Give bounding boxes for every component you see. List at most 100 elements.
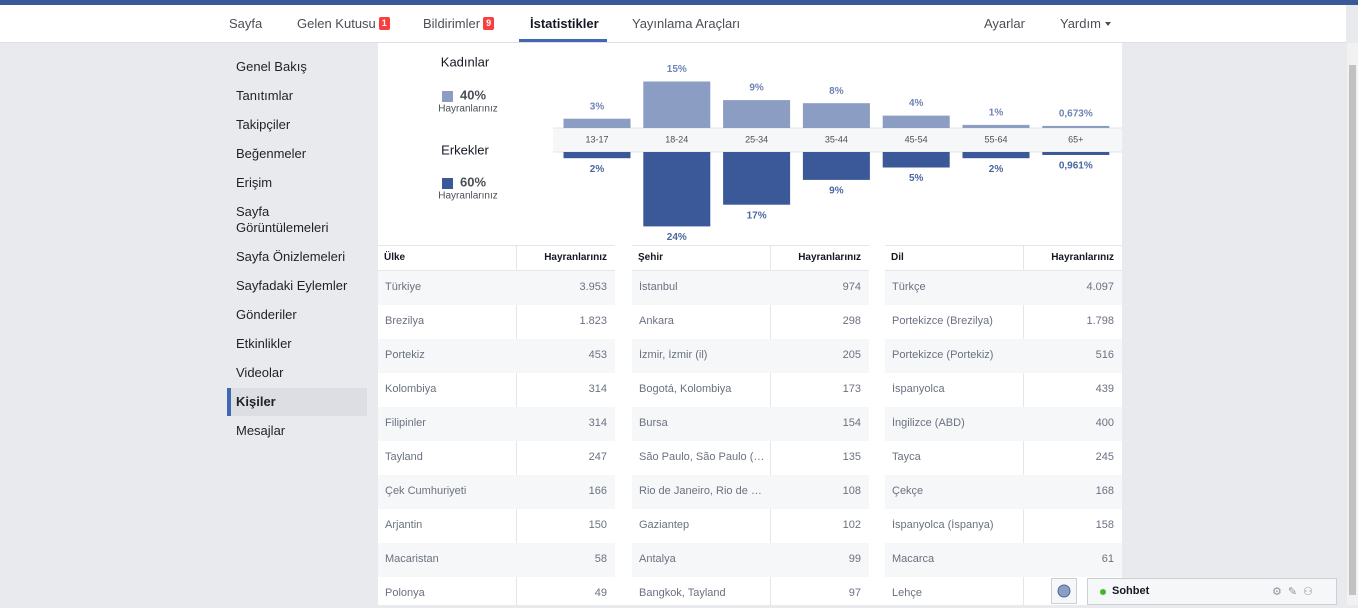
category-label: 18-24: [665, 134, 688, 144]
chat-bar[interactable]: Sohbet ⚙✎⚇: [1087, 578, 1337, 605]
bar: [962, 124, 1030, 128]
sidebar-item[interactable]: Mesajlar: [227, 417, 367, 445]
cell: 150: [588, 519, 607, 531]
cell: Ankara: [639, 315, 674, 327]
sidebar-label: Videolar: [236, 365, 284, 380]
sidebar-item[interactable]: Sayfa Görüntülemeleri: [227, 198, 367, 242]
cell: Filipinler: [385, 417, 426, 429]
sidebar-item[interactable]: Gönderiler: [227, 301, 367, 329]
nav-label: Bildirimler: [423, 16, 481, 31]
row-shade: [378, 407, 615, 441]
row-shade: [378, 339, 615, 373]
sidebar-item[interactable]: Kişiler: [227, 388, 367, 416]
header-cell: Hayranlarınız: [1051, 252, 1114, 263]
value-label: 0,961%: [1059, 161, 1093, 172]
legend-title: Kadınlar: [441, 54, 490, 69]
value-label: 1%: [989, 108, 1004, 119]
cell: 974: [842, 281, 861, 293]
cell: İspanyolca: [892, 383, 945, 395]
chat-label: Sohbet: [1112, 585, 1150, 597]
cell: 247: [588, 451, 607, 463]
sidebar-item[interactable]: Erişim: [227, 169, 367, 197]
row-shade: [885, 475, 1122, 509]
value-label: 2%: [989, 164, 1004, 175]
tables: Ülke Hayranlarınız Türkiye 3.953 Brezilya 1.8…: [378, 245, 1122, 606]
nav-right-item[interactable]: Ayarlar: [984, 16, 1025, 31]
legend-caption: Hayranlarınız: [438, 191, 497, 202]
bar: [962, 152, 1030, 159]
table: Ülke Hayranlarınız Türkiye 3.953 Brezilya 1.8…: [378, 245, 615, 606]
legend-share: 60%: [460, 174, 486, 189]
nav-label: Gelen Kutusu: [297, 16, 376, 31]
sidebar-item[interactable]: Sayfa Önizlemeleri: [227, 243, 367, 271]
sidebar-label: Kişiler: [236, 394, 276, 409]
cell: Lehçe: [892, 587, 922, 599]
sidebar-item[interactable]: Etkinlikler: [227, 330, 367, 358]
cell: Tayca: [892, 451, 921, 463]
sidebar-label: Takipçiler: [236, 117, 291, 132]
scrollbar: [1347, 43, 1358, 605]
legend-share: 40%: [460, 87, 486, 102]
cell: 49: [594, 587, 607, 599]
sidebar-label: Genel Bakış: [236, 59, 307, 74]
cell: Polonya: [385, 587, 425, 599]
cell: 102: [842, 519, 861, 531]
sidebar-item[interactable]: Takipçiler: [227, 111, 367, 139]
sidebar-label: Sayfa Görüntülemeleri: [236, 204, 329, 235]
cell: 61: [1101, 553, 1114, 565]
globe-button[interactable]: [1051, 578, 1077, 604]
cell: 158: [1095, 519, 1114, 531]
cell: 298: [842, 315, 861, 327]
value-label: 4%: [909, 98, 924, 109]
header-cell: Ülke: [384, 252, 406, 263]
cell: 168: [1095, 485, 1114, 497]
globe-icon: [1057, 584, 1071, 598]
row-shade: [378, 475, 615, 509]
category-label: 35-44: [825, 134, 848, 144]
nav-item[interactable]: Bildirimler 9: [423, 16, 495, 31]
row-shade: [885, 407, 1122, 441]
table-header-row: [632, 246, 869, 271]
nav-item[interactable]: Gelen Kutusu 1: [297, 16, 390, 31]
sidebar-item[interactable]: Tanıtımlar: [227, 82, 367, 110]
value-label: 2%: [590, 164, 605, 175]
value-label: 0,673%: [1059, 109, 1093, 120]
sidebar-item[interactable]: Videolar: [227, 359, 367, 387]
nav-item[interactable]: İstatistikler: [530, 16, 599, 31]
cell: 314: [588, 383, 607, 395]
table: Şehir Hayranlarınız İstanbul 974 Ankara 298 İz…: [632, 245, 869, 606]
cell: Brezilya: [385, 315, 425, 327]
cell: 1.823: [579, 315, 607, 327]
cell: Çekçe: [892, 485, 924, 497]
nav-label: Yayınlama Araçları: [632, 16, 741, 31]
table-header-row: [378, 246, 615, 271]
sidebar-item[interactable]: Sayfadaki Eylemler: [227, 272, 367, 300]
header-cell: Dil: [891, 252, 904, 263]
cell: 516: [1095, 349, 1114, 361]
row-shade: [632, 543, 869, 577]
category-label: 55-64: [984, 134, 1007, 144]
cell: Rio de Janeiro, Rio de …: [639, 485, 762, 497]
cell: 205: [842, 349, 861, 361]
scroll-thumb[interactable]: [1349, 65, 1356, 595]
header-cell: Şehir: [638, 252, 664, 263]
nav-item[interactable]: Sayfa: [229, 16, 262, 31]
sidebar-label: Sayfa Önizlemeleri: [236, 249, 346, 264]
sidebar-label: Erişim: [236, 175, 273, 190]
nav-right-item[interactable]: Yardım: [1060, 16, 1101, 31]
bar: [643, 81, 711, 128]
value-label: 24%: [667, 232, 687, 243]
sidebar-item[interactable]: Beğenmeler: [227, 140, 367, 168]
cell: Türkiye: [385, 281, 422, 293]
category-label: 65+: [1068, 134, 1083, 144]
category-band: [553, 128, 1122, 152]
cell: Gaziantep: [639, 519, 690, 531]
category-label: 45-54: [905, 134, 928, 144]
cell: Bangkok, Tayland: [639, 587, 726, 599]
nav-item[interactable]: Yayınlama Araçları: [632, 16, 740, 31]
chat-icons[interactable]: ⚙✎⚇: [1272, 586, 1319, 598]
row-shade: [632, 475, 869, 509]
sidebar-item[interactable]: Genel Bakış: [227, 53, 367, 81]
bar: [723, 152, 791, 205]
